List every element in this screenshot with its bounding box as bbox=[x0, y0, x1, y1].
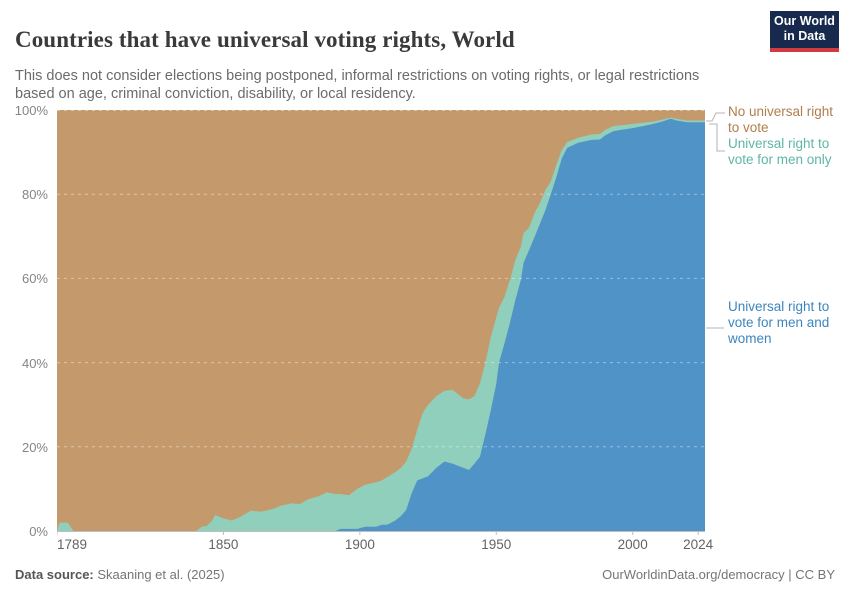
credit-link[interactable]: OurWorldinData.org/democracy | CC BY bbox=[602, 567, 835, 582]
y-tick-label: 0% bbox=[29, 524, 48, 539]
y-tick-label: 100% bbox=[14, 103, 48, 118]
voting-rights-stacked-area-chart[interactable] bbox=[57, 110, 705, 537]
x-tick-label: 1789 bbox=[57, 537, 88, 552]
x-tick-label: 2000 bbox=[617, 537, 648, 552]
legend-item-men-and-women[interactable]: Universal right to vote for men and wome… bbox=[728, 299, 830, 346]
legend-connector-lines bbox=[706, 112, 725, 329]
legend-item-no-universal-right[interactable]: No universal right to vote bbox=[728, 104, 834, 135]
x-tick-label: 1900 bbox=[344, 537, 375, 552]
data-source-value: Skaaning et al. (2025) bbox=[93, 567, 225, 582]
x-tick-label: 2024 bbox=[683, 537, 714, 552]
plot-area: 0% 20% 40% 60% 80% 100% 1789 1850 1900 1950 2000 2… bbox=[15, 103, 713, 570]
legend-connector-no-universal bbox=[706, 112, 725, 122]
y-tick-label: 80% bbox=[21, 187, 48, 203]
data-source: Data source: Skaaning et al. (2025) bbox=[15, 567, 225, 582]
data-source-label: Data source: bbox=[15, 567, 94, 582]
owid-logo-line1: Our World bbox=[774, 14, 835, 28]
area-men-and-women bbox=[57, 118, 705, 532]
legend-connector-men-only bbox=[709, 123, 725, 152]
x-tick-label: 1850 bbox=[208, 537, 239, 552]
x-tick-label: 1950 bbox=[481, 537, 512, 552]
chart-subtitle: This does not consider elections being p… bbox=[15, 67, 700, 103]
owid-logo-line2: in Data bbox=[783, 29, 826, 43]
y-tick-label: 20% bbox=[21, 439, 48, 455]
owid-logo[interactable]: Our World in Data bbox=[770, 11, 839, 52]
y-tick-label: 40% bbox=[21, 355, 48, 371]
y-axis: 0% 20% 40% 60% 80% 100% bbox=[0, 103, 50, 539]
footer: Data source: Skaaning et al. (2025) OurW… bbox=[15, 567, 835, 582]
y-tick-label: 60% bbox=[21, 271, 48, 287]
page-title: Countries that have universal voting rig… bbox=[15, 27, 515, 53]
legend-item-men-only[interactable]: Universal right to vote for men only bbox=[728, 136, 832, 167]
